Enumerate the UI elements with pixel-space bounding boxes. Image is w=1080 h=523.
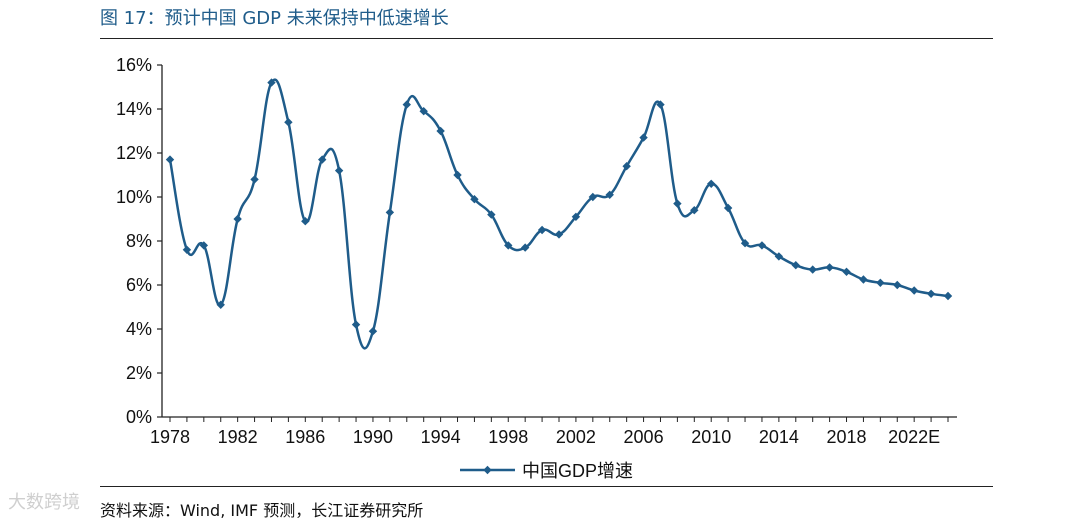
data-point-marker — [943, 291, 953, 301]
data-point-marker — [622, 162, 631, 171]
data-point-marker — [470, 195, 479, 204]
x-axis-ticks: 1978 1982 1986 1990 1994 1998 2002 2006 2010 2014… — [150, 417, 949, 447]
data-point-marker — [673, 199, 682, 208]
x-tick-label: 2014 — [759, 427, 799, 447]
data-point-marker — [351, 320, 361, 329]
x-tick-label: 2010 — [691, 427, 731, 447]
x-tick-label: 1994 — [421, 427, 461, 447]
chart-legend: 中国GDP增速 — [460, 461, 633, 481]
data-point-marker — [520, 243, 530, 252]
x-tick-label: 2018 — [826, 427, 866, 447]
data-point-marker — [707, 179, 716, 188]
x-tick-label: 1986 — [285, 427, 325, 447]
data-point-marker — [537, 225, 547, 235]
data-point-marker — [233, 214, 242, 224]
data-point-marker — [774, 252, 784, 261]
x-tick-label: 1990 — [353, 427, 393, 447]
y-tick-label: 14% — [116, 99, 152, 119]
data-point-marker — [419, 107, 428, 116]
data-point-marker — [791, 261, 800, 270]
data-point-marker — [825, 263, 834, 272]
data-point-marker — [605, 190, 614, 199]
plot-area — [165, 78, 953, 350]
data-point-marker — [182, 245, 192, 254]
x-tick-label: 1978 — [150, 427, 190, 447]
top-divider — [100, 38, 993, 39]
data-point-marker — [453, 170, 462, 180]
data-point-marker — [893, 280, 902, 290]
data-point-marker — [487, 210, 496, 219]
y-tick-label: 2% — [126, 363, 152, 383]
figure-title: 图 17：预计中国 GDP 未来保持中低速增长 — [100, 8, 449, 29]
y-tick-label: 4% — [126, 319, 152, 339]
bottom-divider — [100, 486, 993, 487]
data-point-marker — [656, 100, 665, 109]
data-point-marker — [808, 265, 817, 274]
data-point-marker — [723, 203, 733, 213]
data-point-marker — [909, 286, 919, 295]
y-tick-label: 6% — [126, 275, 152, 295]
data-point-marker — [876, 278, 885, 287]
data-point-marker — [757, 241, 767, 250]
data-point-marker — [368, 327, 378, 336]
data-point-marker — [504, 241, 513, 250]
source-note: 资料来源：Wind, IMF 预测，长江证券研究所 — [100, 501, 424, 520]
data-point-marker — [267, 78, 276, 87]
x-tick-label: 1982 — [218, 427, 258, 447]
data-point-marker — [334, 166, 344, 175]
y-tick-label: 8% — [126, 231, 152, 251]
data-point-marker — [216, 300, 225, 309]
data-point-marker — [690, 206, 699, 215]
data-point-marker — [318, 155, 327, 164]
y-tick-label: 0% — [126, 407, 152, 427]
data-point-marker — [250, 175, 259, 184]
watermark-text: 大数跨境 — [8, 492, 80, 513]
data-point-marker — [588, 192, 598, 202]
x-tick-label: 2022E — [888, 427, 940, 447]
y-tick-label: 12% — [116, 143, 152, 163]
data-point-marker — [436, 126, 445, 136]
data-point-marker — [554, 230, 564, 239]
data-point-marker — [385, 208, 395, 217]
data-point-marker — [842, 267, 851, 276]
data-point-marker — [165, 155, 175, 164]
x-tick-label: 1998 — [488, 427, 528, 447]
chart-axes — [161, 65, 957, 418]
data-point-marker — [284, 118, 293, 127]
y-tick-label: 16% — [116, 55, 152, 75]
data-point-marker — [301, 217, 310, 226]
y-axis-ticks: 0% 2% 4% 6% 8% 10% 12% 14% 16% — [116, 55, 162, 427]
data-point-marker — [571, 212, 581, 221]
x-tick-label: 2006 — [624, 427, 664, 447]
data-point-marker — [859, 275, 868, 284]
data-point-marker — [926, 289, 936, 298]
legend-label: 中国GDP增速 — [522, 461, 633, 481]
x-tick-label: 2002 — [556, 427, 596, 447]
y-tick-label: 10% — [116, 187, 152, 207]
data-point-marker — [639, 133, 648, 142]
data-point-marker — [740, 239, 750, 248]
data-point-marker — [402, 100, 411, 109]
data-point-marker — [199, 241, 209, 250]
legend-marker-swatch — [483, 465, 492, 475]
